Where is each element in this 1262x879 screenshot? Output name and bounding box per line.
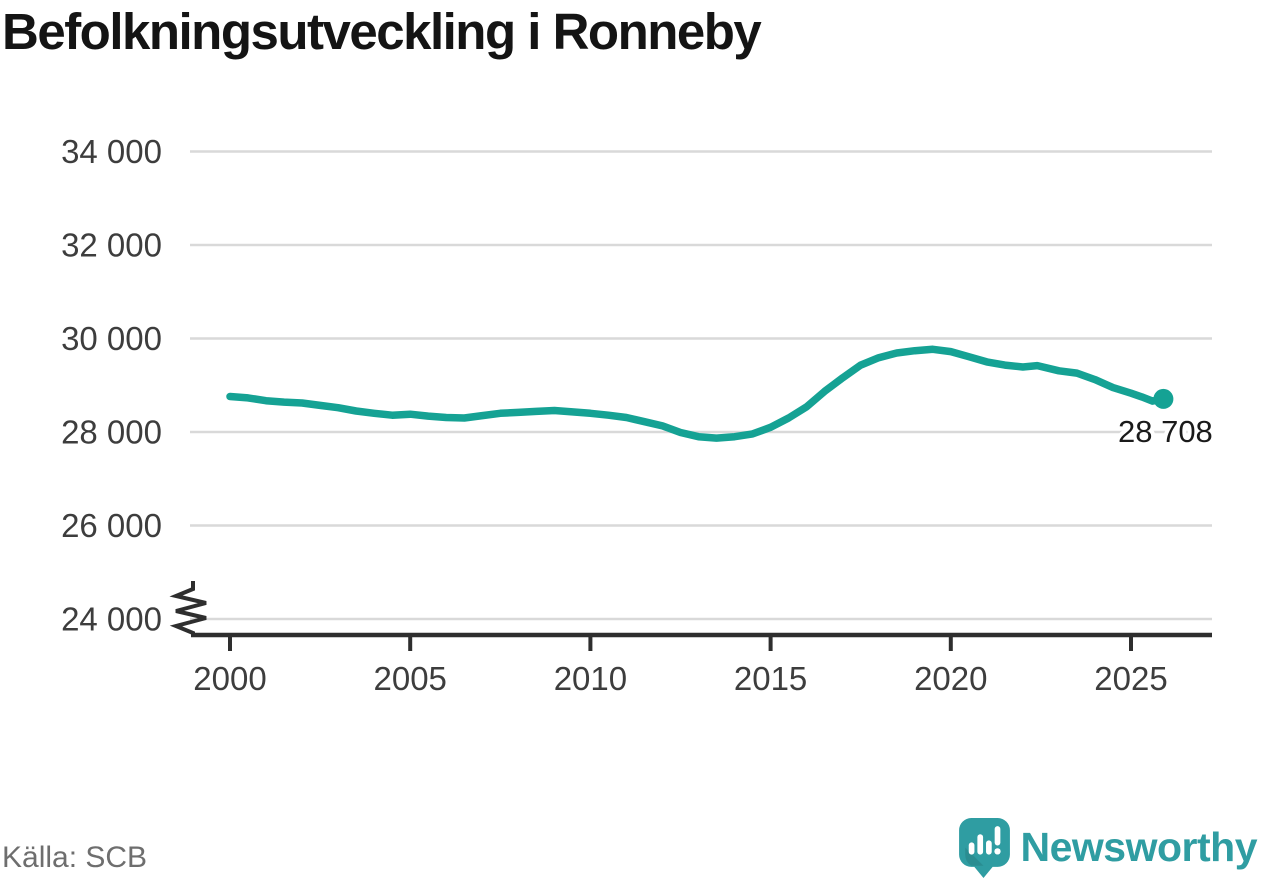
x-axis-label: 2010 [554,660,627,697]
end-point-marker [1153,388,1174,409]
x-axis-label: 2020 [914,660,987,697]
x-axis-label: 2005 [373,660,446,697]
x-axis-label: 2000 [193,660,266,697]
y-axis-label: 28 000 [61,414,162,451]
y-axis-label: 34 000 [61,133,162,170]
y-axis-label: 30 000 [61,320,162,357]
y-axis-break-icon [169,581,207,635]
y-axis-label: 26 000 [61,507,162,544]
x-axis-label: 2025 [1094,660,1167,697]
newsworthy-bubble-chart-icon [958,818,1010,878]
population-line [226,345,1168,442]
source-note: Källa: SCB [2,841,148,874]
end-value-label: 28 708 [1118,414,1213,449]
newsworthy-logo: Newsworthy [958,817,1258,878]
population-line-chart: 34 000 32 000 30 000 28 000 26 000 24 000 2000… [61,133,1217,697]
y-axis-label: 24 000 [61,601,162,638]
chart-title: Befolkningsutveckling i Ronneby [2,3,762,60]
newsworthy-wordmark: Newsworthy [1020,824,1258,870]
y-axis-label: 32 000 [61,227,162,264]
x-axis-label: 2015 [734,660,807,697]
